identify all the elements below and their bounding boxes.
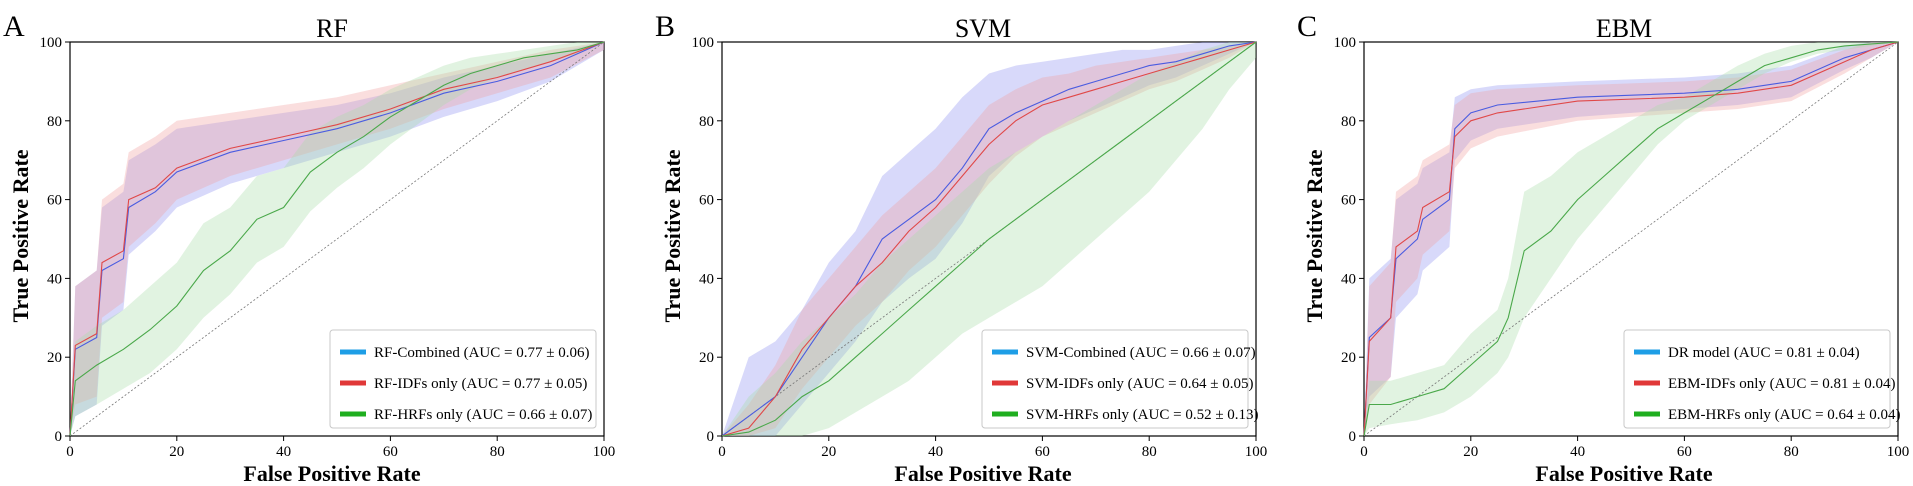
chart-title: RF — [316, 14, 348, 43]
y-tick-label: 40 — [1341, 271, 1356, 287]
y-tick-label: 0 — [707, 429, 715, 445]
legend-entry-svm-idfs-only: SVM-IDFs only (AUC = 0.64 ± 0.05) — [1026, 376, 1254, 392]
chance-diagonal — [1363, 41, 1899, 437]
y-axis-label: True Positive Rate — [8, 149, 33, 322]
x-tick-label: 20 — [1463, 444, 1478, 460]
panel-letter: B — [655, 10, 675, 43]
roc-line-rf-hrfs-only — [69, 41, 605, 437]
legend-entry-rf-combined: RF-Combined (AUC = 0.77 ± 0.06) — [374, 345, 589, 361]
legend-box — [329, 329, 597, 429]
x-tick-label: 60 — [383, 444, 398, 460]
legend-entry-svm-hrfs-only: SVM-HRFs only (AUC = 0.52 ± 0.13) — [1026, 407, 1259, 423]
roc-line-rf-idfs-only — [69, 41, 605, 437]
y-tick-label: 60 — [47, 193, 62, 209]
y-tick-label: 20 — [47, 350, 62, 366]
roc-line-ebm-idfs-only — [1363, 41, 1899, 437]
y-tick-label: 80 — [1341, 114, 1356, 130]
legend-entry-rf-hrfs-only: RF-HRFs only (AUC = 0.66 ± 0.07) — [374, 407, 592, 423]
x-tick-label: 80 — [1784, 444, 1799, 460]
y-tick-label: 40 — [699, 271, 714, 287]
x-tick-label: 100 — [593, 444, 616, 460]
x-tick-label: 100 — [1245, 444, 1268, 460]
x-tick-label: 20 — [821, 444, 836, 460]
y-tick-label: 100 — [40, 35, 63, 51]
legend-box — [981, 329, 1249, 429]
x-tick-label: 40 — [276, 444, 291, 460]
x-tick-label: 60 — [1677, 444, 1692, 460]
legend-entry-svm-combined: SVM-Combined (AUC = 0.66 ± 0.07) — [1026, 345, 1256, 361]
legend-entry-ebm-idfs-only: EBM-IDFs only (AUC = 0.81 ± 0.04) — [1668, 376, 1896, 392]
roc-line-svm-hrfs-only — [721, 41, 1257, 437]
roc-line-ebm-hrfs-only — [1363, 41, 1899, 437]
plot-frame — [1363, 41, 1899, 437]
ci-band-rf-hrfs-only — [70, 42, 604, 436]
chance-diagonal — [69, 41, 605, 437]
y-tick-label: 100 — [1334, 35, 1357, 51]
chart-title: EBM — [1596, 14, 1652, 43]
panel-svm: B SVM False Positive Rate True Positive … — [655, 10, 1267, 486]
y-tick-label: 60 — [699, 193, 714, 209]
roc-line-svm-idfs-only — [721, 41, 1257, 437]
y-tick-label: 100 — [692, 35, 715, 51]
ci-band-rf-combined — [70, 42, 604, 436]
y-tick-label: 20 — [699, 350, 714, 366]
ci-band-rf-idfs-only — [70, 42, 604, 436]
panel-ebm: C EBM False Positive Rate True Positive … — [1297, 10, 1909, 486]
x-tick-label: 40 — [1570, 444, 1585, 460]
y-tick-label: 60 — [1341, 193, 1356, 209]
y-axis-label: True Positive Rate — [660, 149, 685, 322]
x-tick-label: 80 — [1142, 444, 1157, 460]
x-tick-label: 0 — [66, 444, 74, 460]
x-axis-label: False Positive Rate — [894, 461, 1071, 486]
x-tick-label: 20 — [169, 444, 184, 460]
x-tick-label: 0 — [1360, 444, 1368, 460]
y-tick-label: 0 — [55, 429, 63, 445]
y-tick-label: 80 — [699, 114, 714, 130]
y-axis-label: True Positive Rate — [1302, 149, 1327, 322]
panel-letter: C — [1297, 10, 1317, 43]
panel-rf: A RF False Positive Rate True Positive R… — [3, 10, 615, 486]
roc-line-dr-model — [1363, 41, 1899, 437]
plot-frame — [69, 41, 605, 437]
x-tick-label: 0 — [718, 444, 726, 460]
x-tick-label: 100 — [1887, 444, 1910, 460]
panel-letter: A — [3, 10, 25, 43]
y-tick-label: 20 — [1341, 350, 1356, 366]
chart-title: SVM — [955, 14, 1011, 43]
roc-line-svm-combined — [721, 41, 1257, 437]
y-tick-label: 0 — [1349, 429, 1357, 445]
legend-box — [1623, 329, 1891, 429]
y-tick-label: 80 — [47, 114, 62, 130]
legend-entry-rf-idfs-only: RF-IDFs only (AUC = 0.77 ± 0.05) — [374, 376, 587, 392]
x-tick-label: 80 — [490, 444, 505, 460]
y-tick-label: 40 — [47, 271, 62, 287]
x-tick-label: 40 — [928, 444, 943, 460]
x-tick-label: 60 — [1035, 444, 1050, 460]
legend-entry-ebm-hrfs-only: EBM-HRFs only (AUC = 0.64 ± 0.04) — [1668, 407, 1901, 423]
x-axis-label: False Positive Rate — [243, 461, 420, 486]
x-axis-label: False Positive Rate — [1535, 461, 1712, 486]
plot-frame — [721, 41, 1257, 437]
legend-entry-dr-model: DR model (AUC = 0.81 ± 0.04) — [1668, 345, 1860, 361]
